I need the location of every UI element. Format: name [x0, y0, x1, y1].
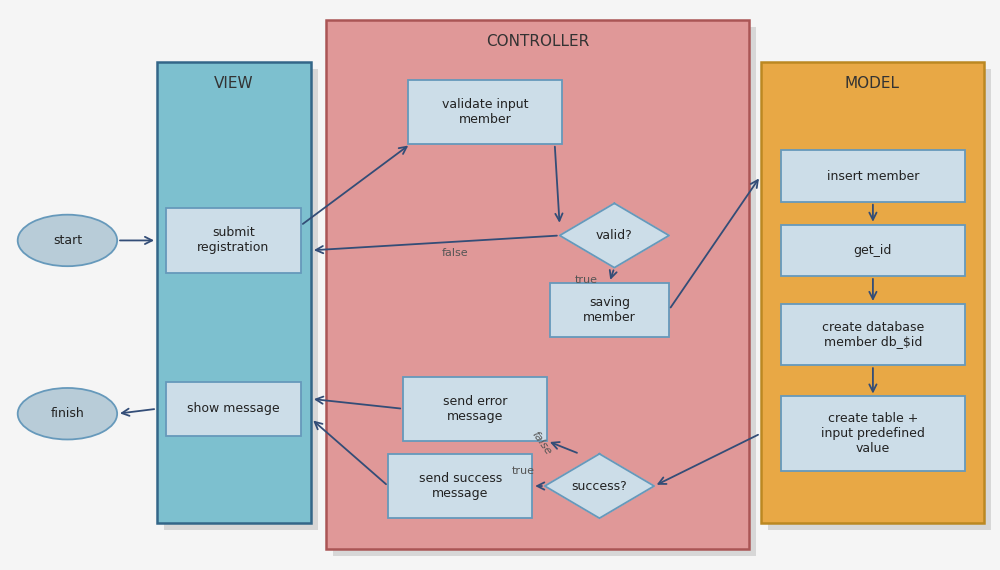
- Text: validate input
member: validate input member: [442, 97, 528, 126]
- Text: saving
member: saving member: [583, 296, 636, 324]
- FancyBboxPatch shape: [164, 69, 318, 530]
- Text: get_id: get_id: [854, 244, 892, 257]
- Polygon shape: [560, 203, 669, 268]
- Ellipse shape: [18, 215, 117, 266]
- Text: MODEL: MODEL: [845, 76, 900, 91]
- FancyBboxPatch shape: [388, 454, 532, 518]
- Text: true: true: [575, 275, 598, 284]
- FancyBboxPatch shape: [781, 225, 965, 276]
- Text: true: true: [511, 466, 534, 476]
- FancyBboxPatch shape: [761, 62, 984, 523]
- Text: valid?: valid?: [596, 229, 633, 242]
- FancyBboxPatch shape: [550, 283, 669, 337]
- FancyBboxPatch shape: [781, 396, 965, 471]
- Text: false: false: [530, 430, 553, 457]
- FancyBboxPatch shape: [781, 304, 965, 365]
- FancyBboxPatch shape: [333, 27, 756, 556]
- Text: success?: success?: [572, 479, 627, 492]
- FancyBboxPatch shape: [403, 377, 547, 441]
- Text: false: false: [442, 249, 469, 258]
- Text: finish: finish: [51, 407, 84, 420]
- FancyBboxPatch shape: [157, 62, 311, 523]
- FancyBboxPatch shape: [768, 69, 991, 530]
- Text: CONTROLLER: CONTROLLER: [486, 34, 589, 49]
- Ellipse shape: [18, 388, 117, 439]
- Text: submit
registration: submit registration: [197, 226, 270, 254]
- FancyBboxPatch shape: [166, 381, 301, 436]
- Text: start: start: [53, 234, 82, 247]
- Text: send success
message: send success message: [419, 472, 502, 500]
- FancyBboxPatch shape: [166, 208, 301, 272]
- FancyBboxPatch shape: [326, 19, 749, 549]
- Text: VIEW: VIEW: [214, 76, 254, 91]
- FancyBboxPatch shape: [408, 80, 562, 144]
- Text: send error
message: send error message: [443, 395, 507, 423]
- Text: insert member: insert member: [827, 169, 919, 182]
- FancyBboxPatch shape: [781, 150, 965, 202]
- Text: create database
member db_$id: create database member db_$id: [822, 320, 924, 348]
- Polygon shape: [545, 454, 654, 518]
- Text: create table +
input predefined
value: create table + input predefined value: [821, 412, 925, 455]
- Text: show message: show message: [187, 402, 280, 416]
